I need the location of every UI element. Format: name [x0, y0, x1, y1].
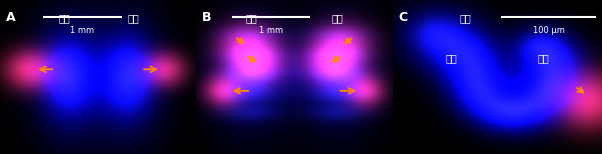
Text: 精巣: 精巣 [59, 14, 70, 23]
Text: 卵巣: 卵巣 [246, 14, 257, 23]
Text: A: A [6, 11, 16, 24]
Text: 1 mm: 1 mm [259, 26, 283, 35]
Text: 1 mm: 1 mm [70, 26, 95, 35]
Text: 精巣: 精巣 [128, 14, 139, 23]
Text: 胸部: 胸部 [445, 54, 457, 63]
Text: 腹部: 腹部 [538, 54, 549, 63]
Text: B: B [202, 11, 212, 24]
Text: 頭部: 頭部 [460, 14, 472, 23]
Text: 卵巣: 卵巣 [332, 14, 343, 23]
Text: 100 μm: 100 μm [533, 26, 565, 35]
Text: C: C [399, 11, 408, 24]
